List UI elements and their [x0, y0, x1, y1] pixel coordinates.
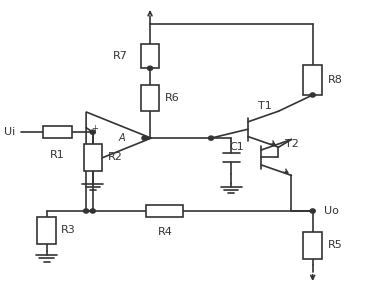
- Text: R5: R5: [327, 240, 342, 250]
- Text: −: −: [91, 143, 98, 152]
- Circle shape: [90, 130, 96, 134]
- Bar: [37, 217, 56, 244]
- Circle shape: [209, 136, 214, 140]
- Text: R6: R6: [165, 93, 180, 103]
- Text: R3: R3: [62, 225, 76, 235]
- Text: Ui: Ui: [4, 127, 15, 137]
- Circle shape: [84, 209, 89, 213]
- Bar: [303, 65, 322, 95]
- Text: R8: R8: [327, 75, 342, 85]
- Circle shape: [142, 136, 147, 140]
- Bar: [141, 85, 159, 111]
- Text: +: +: [91, 125, 98, 133]
- Bar: [43, 126, 73, 138]
- Text: R7: R7: [113, 51, 128, 61]
- Circle shape: [310, 93, 315, 97]
- Bar: [146, 205, 183, 217]
- Bar: [141, 45, 159, 68]
- Bar: [84, 144, 102, 171]
- Circle shape: [147, 66, 153, 70]
- Text: T1: T1: [258, 101, 272, 111]
- Text: Uo: Uo: [324, 206, 339, 216]
- Circle shape: [90, 209, 96, 213]
- Text: R2: R2: [108, 152, 122, 162]
- Circle shape: [310, 209, 315, 213]
- Text: R4: R4: [157, 227, 172, 237]
- Text: T2: T2: [285, 139, 299, 149]
- Bar: [303, 232, 322, 258]
- Text: A: A: [118, 133, 125, 143]
- Text: R1: R1: [50, 150, 65, 160]
- Text: C1: C1: [230, 142, 244, 152]
